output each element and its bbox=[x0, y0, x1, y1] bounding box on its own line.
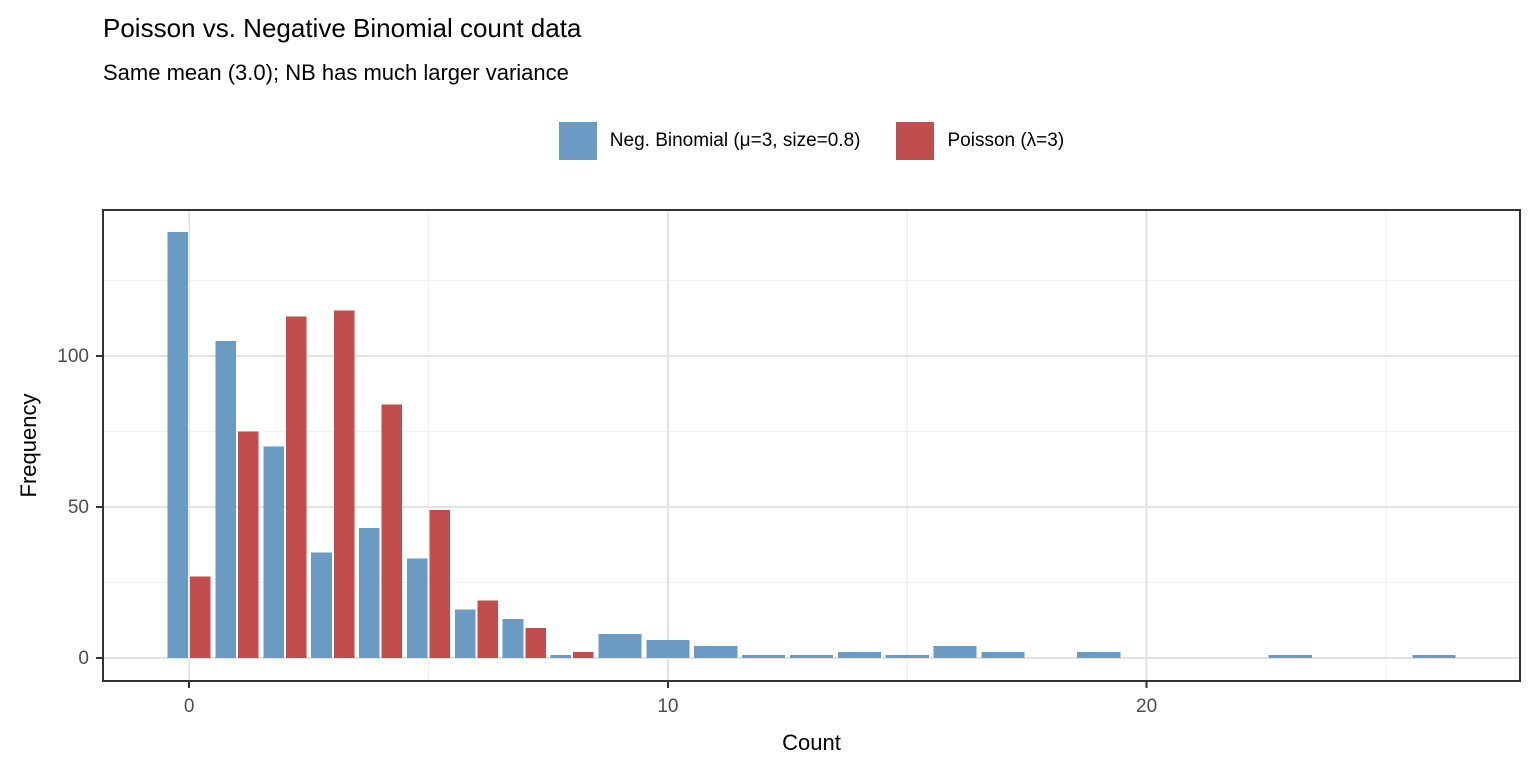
bar-poisson-0 bbox=[190, 576, 211, 659]
bar-neg-binomial-13 bbox=[789, 655, 834, 659]
bar-neg-binomial-23 bbox=[1268, 655, 1312, 659]
x-axis-tick-label: 20 bbox=[1136, 696, 1157, 717]
y-axis-tick-label: 100 bbox=[57, 346, 89, 367]
bar-neg-binomial-7 bbox=[502, 618, 524, 659]
bar-neg-binomial-19 bbox=[1077, 651, 1121, 659]
bar-neg-binomial-14 bbox=[837, 651, 881, 659]
chart-subtitle: Same mean (3.0); NB has much larger vari… bbox=[103, 60, 569, 85]
legend-item-poisson: Poisson (λ=3) bbox=[896, 122, 1064, 160]
bar-neg-binomial-3 bbox=[311, 552, 332, 659]
neg-binomial-swatch-icon bbox=[558, 122, 597, 160]
y-axis-title: Frequency bbox=[16, 394, 41, 498]
bar-neg-binomial-26 bbox=[1412, 655, 1456, 659]
bar-neg-binomial-10 bbox=[646, 639, 690, 659]
bar-neg-binomial-16 bbox=[933, 645, 977, 659]
legend: Neg. Binomial (μ=3, size=0.8) Poisson (λ… bbox=[103, 118, 1520, 164]
panel-border bbox=[102, 209, 1521, 682]
bar-neg-binomial-15 bbox=[885, 655, 929, 659]
legend-label-poisson: Poisson (λ=3) bbox=[947, 130, 1065, 151]
bar-neg-binomial-4 bbox=[359, 528, 380, 659]
legend-item-neg-binomial: Neg. Binomial (μ=3, size=0.8) bbox=[558, 122, 861, 160]
bar-poisson-6 bbox=[477, 600, 498, 659]
bar-poisson-1 bbox=[238, 431, 259, 659]
bar-poisson-3 bbox=[333, 310, 355, 659]
bar-neg-binomial-0 bbox=[167, 232, 189, 659]
bar-neg-binomial-1 bbox=[215, 340, 237, 659]
bar-poisson-5 bbox=[429, 510, 451, 659]
x-axis-title: Count bbox=[782, 730, 841, 755]
y-axis-tick-label: 0 bbox=[78, 648, 89, 669]
bar-neg-binomial-8 bbox=[550, 655, 572, 659]
bar-poisson-4 bbox=[381, 404, 403, 659]
bar-poisson-7 bbox=[525, 627, 546, 659]
x-axis-tick-label: 10 bbox=[657, 696, 678, 717]
bar-neg-binomial-9 bbox=[598, 633, 642, 659]
y-axis-tick-label: 50 bbox=[68, 497, 89, 518]
bar-poisson-8 bbox=[573, 651, 594, 659]
bar-neg-binomial-17 bbox=[981, 651, 1025, 659]
bar-poisson-2 bbox=[285, 316, 307, 659]
chart-title: Poisson vs. Negative Binomial count data bbox=[103, 13, 582, 43]
bar-neg-binomial-2 bbox=[263, 446, 284, 659]
x-axis-tick-label: 0 bbox=[184, 696, 195, 717]
poisson-swatch-icon bbox=[896, 122, 935, 160]
legend-label-neg-binomial: Neg. Binomial (μ=3, size=0.8) bbox=[609, 130, 861, 151]
bar-neg-binomial-11 bbox=[694, 645, 738, 659]
bar-neg-binomial-5 bbox=[406, 558, 428, 659]
bar-neg-binomial-6 bbox=[454, 609, 476, 659]
bar-neg-binomial-12 bbox=[742, 655, 786, 659]
